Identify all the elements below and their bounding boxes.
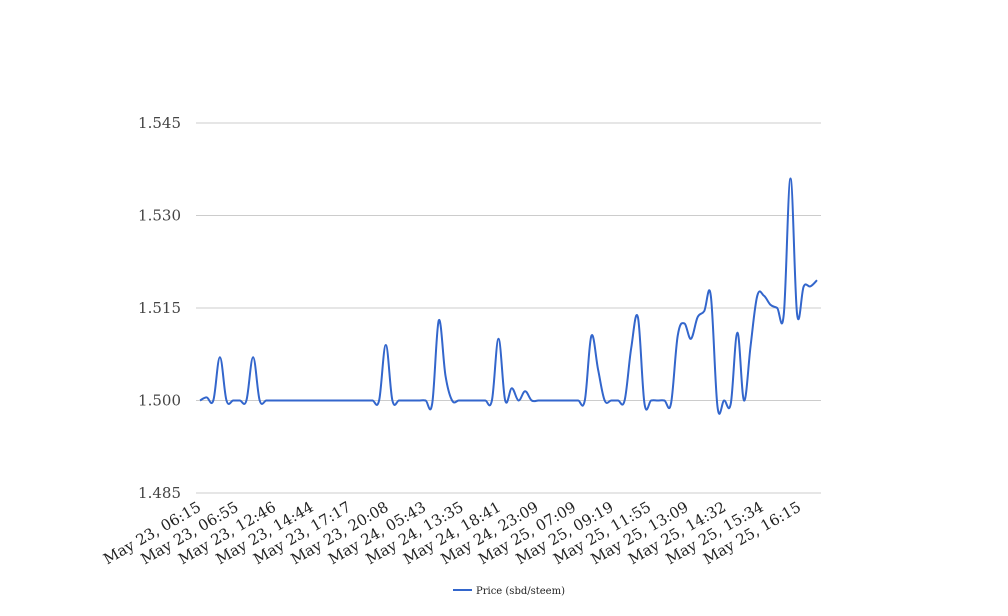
y-tick-label: 1.500 [138, 392, 181, 410]
y-tick-label: 1.515 [138, 299, 181, 317]
legend: Price (sbd/steem) [453, 586, 565, 597]
legend-label: Price (sbd/steem) [476, 586, 565, 597]
series-layer [199, 177, 818, 415]
y-axis-ticks: 1.485 1.500 1.515 1.530 1.545 [138, 114, 181, 502]
y-tick-label: 1.485 [138, 484, 181, 502]
y-tick-label: 1.530 [138, 207, 181, 225]
series-line-price [199, 177, 818, 415]
y-tick-label: 1.545 [138, 114, 181, 132]
gridlines [196, 122, 821, 494]
